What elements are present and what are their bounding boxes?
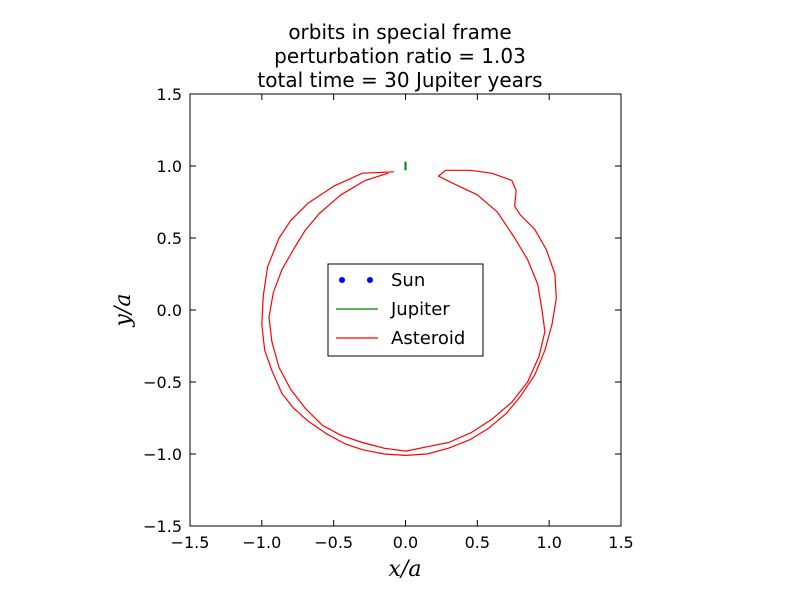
legend-box	[327, 263, 484, 357]
y-tick-label: −1.0	[143, 445, 182, 464]
chart-marks	[261, 161, 557, 456]
x-tick-label: −1.5	[171, 533, 210, 552]
legend-sun-label: Sun	[391, 270, 425, 291]
legend: Sun Jupiter Asteroid	[327, 263, 484, 357]
x-tick-label: 1.0	[536, 533, 561, 552]
y-axis-label: y/a	[111, 294, 136, 328]
x-tick-label: −0.5	[314, 533, 353, 552]
chart-title-line-2: perturbation ratio = 1.03	[274, 44, 526, 68]
y-tick-label: 0.5	[157, 229, 182, 248]
x-tick-label: 0.5	[465, 533, 490, 552]
series-line-asteroid	[261, 169, 557, 456]
legend-asteroid-label: Asteroid	[391, 328, 465, 349]
y-tick-label: 0.0	[157, 301, 182, 320]
legend-jupiter-label: Jupiter	[390, 299, 450, 320]
y-tick-label: 1.0	[157, 157, 182, 176]
x-tick-label: 1.5	[608, 533, 633, 552]
x-axis-label: x/a	[389, 557, 422, 582]
legend-sun-marker	[367, 277, 373, 283]
x-axis-ticks: −1.5 −1.0 −0.5 0.0 0.5 1.0 1.5	[171, 94, 634, 552]
y-tick-label: −0.5	[143, 373, 182, 392]
x-tick-label: 0.0	[393, 533, 418, 552]
y-axis-ticks: −1.5 −1.0 −0.5 0.0 0.5 1.0 1.5	[143, 85, 621, 536]
chart-title-line-1: orbits in special frame	[288, 20, 512, 44]
legend-sun-marker	[339, 277, 345, 283]
y-tick-label: −1.5	[143, 517, 182, 536]
chart-title-line-3: total time = 30 Jupiter years	[257, 68, 543, 92]
x-tick-label: −1.0	[242, 533, 281, 552]
y-tick-label: 1.5	[157, 85, 182, 104]
